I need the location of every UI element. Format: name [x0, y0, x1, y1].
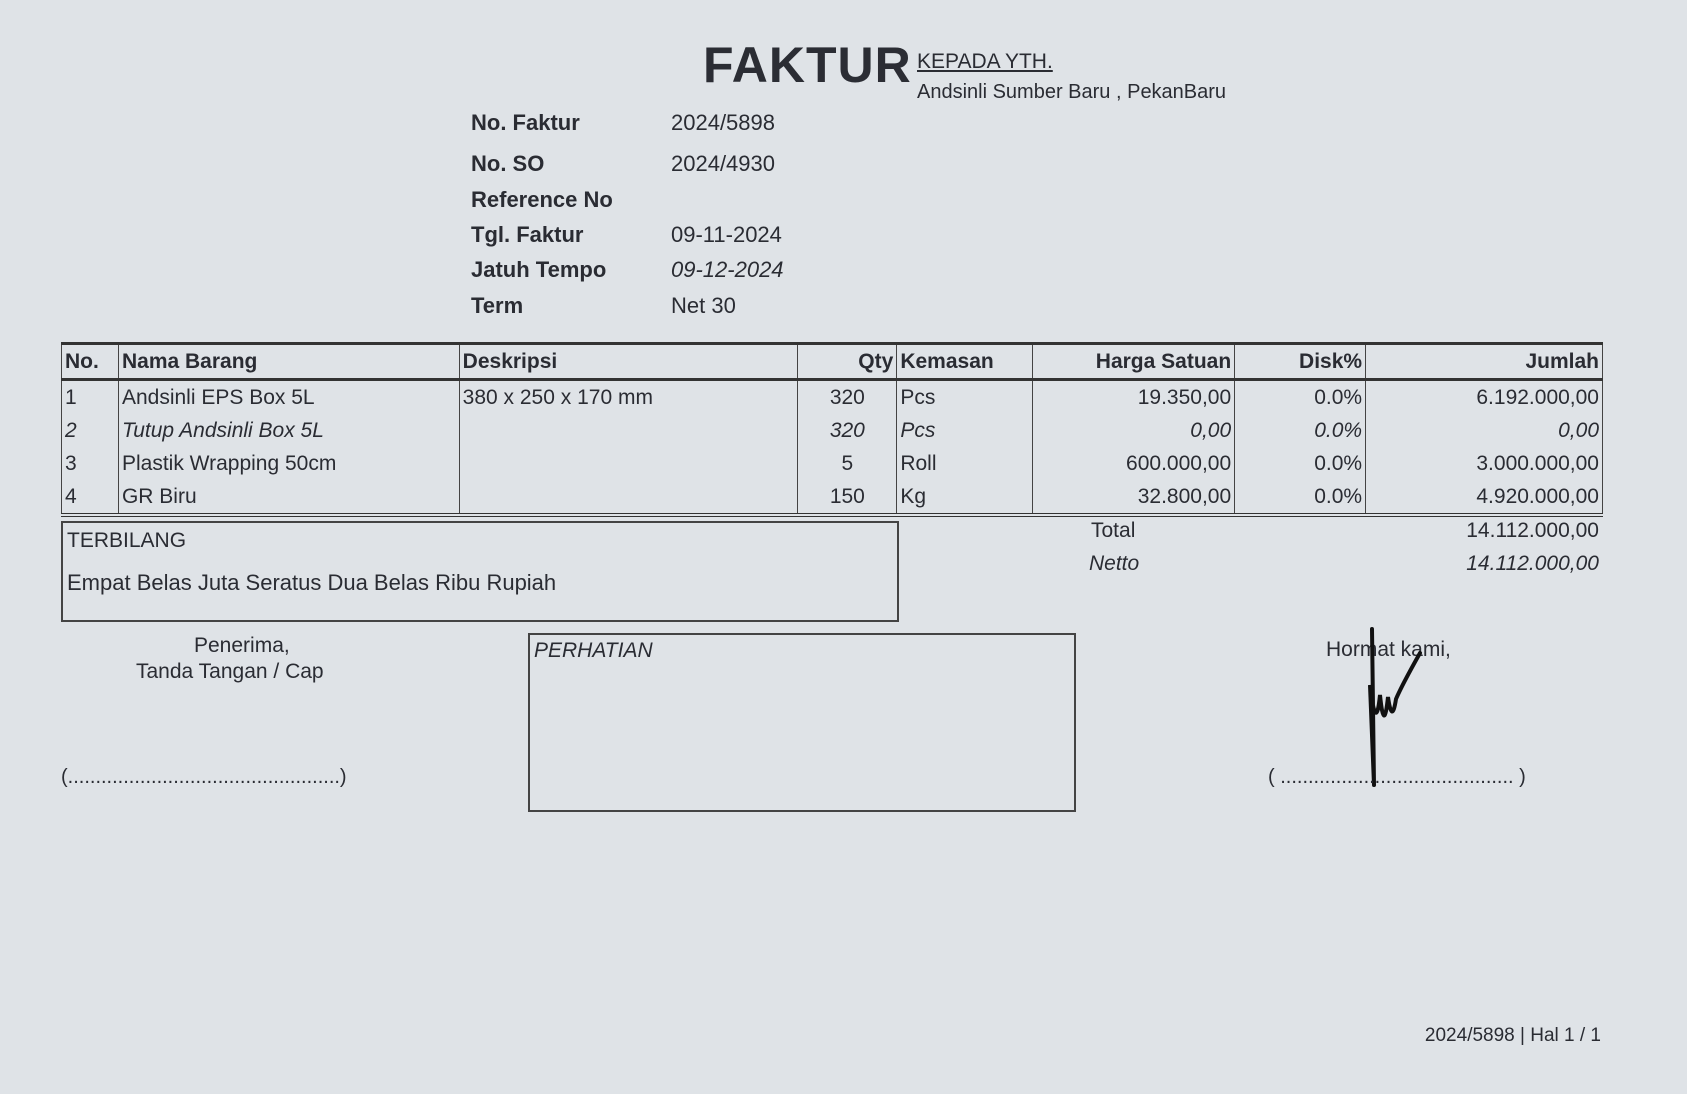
cell-no: 3 [61, 447, 119, 480]
cell-disc: 0.0% [1234, 480, 1366, 515]
signature-image [1368, 627, 1422, 787]
terbilang-box: TERBILANG Empat Belas Juta Seratus Dua B… [61, 521, 899, 622]
meta-value: 09-11-2024 [671, 222, 782, 247]
recipient-label: KEPADA YTH. [917, 50, 1053, 73]
items-table: No. Nama Barang Deskripsi Qty Kemasan Ha… [61, 342, 1603, 517]
cell-qty: 150 [797, 480, 897, 515]
cell-unit: Kg [896, 480, 1033, 515]
total-label: Total [1091, 519, 1136, 542]
col-amount: Jumlah [1365, 343, 1603, 381]
cell-name: Plastik Wrapping 50cm [117, 447, 460, 480]
total-value: 14.112.000,00 [1466, 519, 1599, 542]
col-price: Harga Satuan [1032, 343, 1235, 381]
col-desc: Deskripsi [458, 343, 798, 381]
terbilang-text: Empat Belas Juta Seratus Dua Belas Ribu … [67, 570, 557, 595]
col-no: No. [61, 343, 119, 381]
cell-amount: 6.192.000,00 [1365, 379, 1603, 414]
meta-label: Tgl. Faktur [471, 222, 584, 247]
terbilang-label: TERBILANG [67, 529, 187, 552]
receiver-sign-label: Tanda Tangan / Cap [136, 660, 324, 683]
table-row: 2 Tutup Andsinli Box 5L 320 Pcs 0,00 0.0… [61, 414, 1603, 447]
cell-unit: Pcs [896, 379, 1033, 414]
cell-desc [458, 414, 798, 447]
meta-label: Jatuh Tempo [471, 257, 607, 282]
col-disc: Disk% [1234, 343, 1366, 381]
cell-amount: 3.000.000,00 [1365, 447, 1603, 480]
cell-price: 32.800,00 [1032, 480, 1235, 515]
cell-no: 4 [61, 480, 119, 515]
meta-value: 09-12-2024 [671, 257, 784, 282]
cell-name: GR Biru [117, 480, 460, 515]
sender-signature-line: ( ......................................… [1268, 766, 1526, 788]
receiver-label: Penerima, [194, 634, 290, 657]
cell-desc [458, 480, 798, 515]
table-header: No. Nama Barang Deskripsi Qty Kemasan Ha… [61, 343, 1603, 381]
cell-name: Andsinli EPS Box 5L [117, 379, 460, 414]
cell-unit: Roll [896, 447, 1033, 480]
cell-no: 1 [61, 379, 119, 414]
cell-no: 2 [61, 414, 119, 447]
notice-label: PERHATIAN [534, 639, 653, 662]
cell-disc: 0.0% [1234, 447, 1366, 480]
meta-label: No. Faktur [471, 110, 580, 135]
recipient-name: Andsinli Sumber Baru , PekanBaru [917, 81, 1227, 103]
cell-qty: 320 [797, 414, 897, 447]
table-row: 3 Plastik Wrapping 50cm 5 Roll 600.000,0… [61, 447, 1603, 480]
meta-value: 2024/4930 [671, 151, 775, 176]
meta-value: 2024/5898 [671, 110, 775, 135]
page-info: 2024/5898 | Hal 1 / 1 [1424, 1025, 1601, 1046]
cell-price: 19.350,00 [1032, 379, 1235, 414]
netto-value: 14.112.000,00 [1466, 552, 1599, 575]
cell-amount: 4.920.000,00 [1365, 480, 1603, 515]
table-row: 1 Andsinli EPS Box 5L 380 x 250 x 170 mm… [61, 379, 1603, 414]
meta-label: Reference No [471, 187, 613, 212]
cell-qty: 320 [797, 379, 897, 414]
meta-label: Term [471, 293, 524, 318]
receiver-signature-line: (.......................................… [61, 766, 347, 788]
meta-value: Net 30 [671, 293, 736, 318]
cell-disc: 0.0% [1234, 414, 1366, 447]
cell-name: Tutup Andsinli Box 5L [117, 414, 460, 447]
cell-desc: 380 x 250 x 170 mm [458, 379, 798, 414]
col-unit: Kemasan [896, 343, 1033, 381]
cell-unit: Pcs [896, 414, 1033, 447]
table-row: 4 GR Biru 150 Kg 32.800,00 0.0% 4.920.00… [61, 480, 1603, 515]
cell-price: 0,00 [1032, 414, 1235, 447]
document-title: FAKTUR [703, 37, 912, 93]
col-name: Nama Barang [117, 343, 460, 381]
cell-desc [458, 447, 798, 480]
cell-price: 600.000,00 [1032, 447, 1235, 480]
cell-qty: 5 [797, 447, 897, 480]
notice-box: PERHATIAN [528, 633, 1076, 812]
cell-disc: 0.0% [1234, 379, 1366, 414]
netto-label: Netto [1089, 552, 1140, 575]
meta-label: No. SO [471, 151, 545, 176]
col-qty: Qty [797, 343, 897, 381]
cell-amount: 0,00 [1365, 414, 1603, 447]
